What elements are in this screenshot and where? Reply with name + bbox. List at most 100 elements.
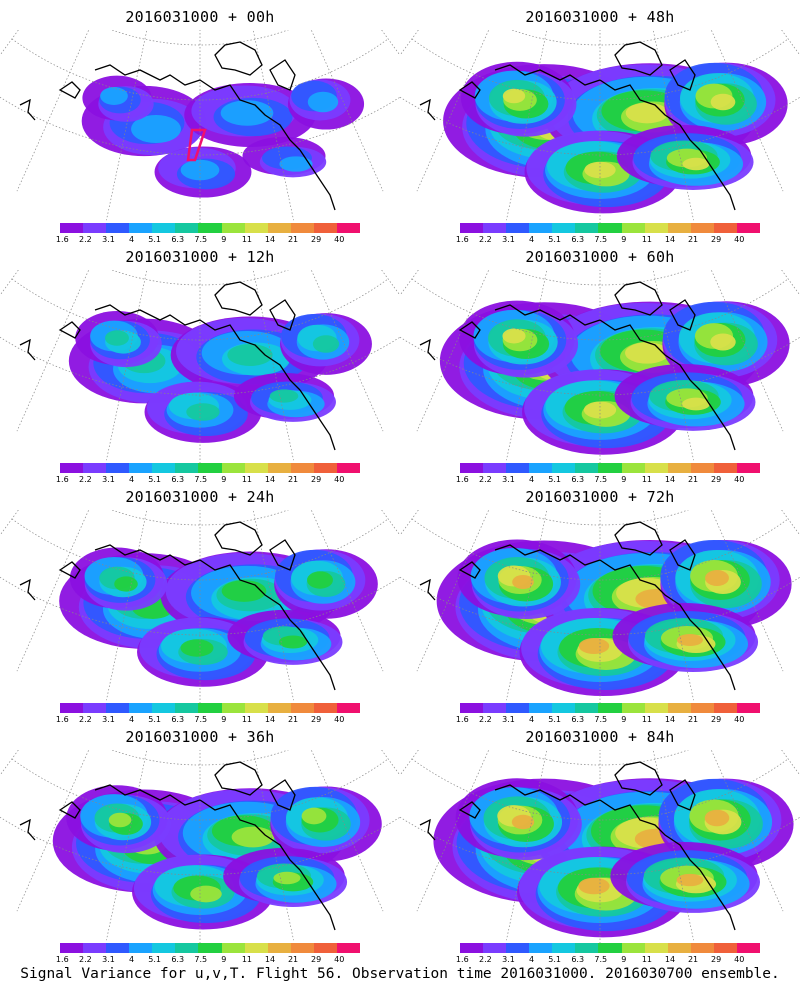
colorbar-tick-label: 7.5 <box>594 715 608 724</box>
colorbar-tick-label: 40 <box>734 955 745 964</box>
colorbar-swatch <box>152 703 176 713</box>
colorbar-swatch <box>552 223 576 233</box>
variance-contour <box>273 871 301 885</box>
colorbar-swatch <box>713 943 737 953</box>
variance-map <box>400 750 800 945</box>
colorbar-tick-label: 4 <box>128 955 135 964</box>
colorbar-tick-label: 40 <box>734 235 745 244</box>
colorbar-swatch <box>290 703 314 713</box>
meridian-line <box>252 270 294 461</box>
colorbar-swatch <box>290 463 314 473</box>
colorbar-tick-label: 29 <box>311 715 322 724</box>
colorbar-tick-label: 1.6 <box>455 235 469 244</box>
colorbar-swatch <box>690 943 714 953</box>
colorbar-swatch <box>644 223 668 233</box>
colorbar-swatch <box>60 943 84 953</box>
colorbar-tick-label: 40 <box>734 715 745 724</box>
meridian-line <box>252 30 294 221</box>
colorbar <box>460 703 761 713</box>
variance-contour <box>186 403 220 421</box>
variance-contour <box>578 637 610 655</box>
colorbar-tick-label: 3.1 <box>102 715 115 724</box>
colorbar-swatch <box>621 703 645 713</box>
figure-caption: Signal Variance for u,v,T. Flight 56. Ob… <box>20 966 780 982</box>
colorbar-swatch <box>244 943 268 953</box>
colorbar-tick-label: 29 <box>711 235 722 244</box>
variance-contour <box>221 580 267 602</box>
meridian-line <box>652 510 694 701</box>
colorbar <box>460 943 761 953</box>
variance-contour <box>105 330 129 346</box>
colorbar-tick-label: 40 <box>734 475 745 484</box>
colorbar-swatch <box>129 223 153 233</box>
colorbar-tick-label: 1.6 <box>55 955 69 964</box>
meridian-line <box>310 270 384 432</box>
colorbar-labels: 1.6 2.2 3.1 4 5.1 6.3 7.5 9 11 14 21 29 40 <box>56 235 360 247</box>
meridian-line <box>781 510 800 536</box>
colorbar-swatch <box>621 943 645 953</box>
panel-title: 2016031000 + 72h <box>525 488 675 506</box>
colorbar-swatch <box>644 703 668 713</box>
panel-title: 2016031000 + 84h <box>525 728 675 746</box>
colorbar-tick-label: 2.2 <box>479 955 492 964</box>
colorbar-tick-label: 4 <box>528 235 535 244</box>
colorbar-tick-label: 4 <box>128 715 135 724</box>
map-panel: 2016031000 + 48h 1.6 2.2 3.1 4 5.1 6.3 7.5 9 11 14… <box>400 0 800 245</box>
coastline <box>419 98 436 121</box>
meridian-line <box>310 30 384 192</box>
colorbar-swatch <box>460 463 484 473</box>
meridian-line <box>400 750 419 776</box>
colorbar-tick-label: 1.6 <box>455 475 469 484</box>
colorbar-tick-label: 9 <box>621 235 627 244</box>
colorbar-labels: 1.6 2.2 3.1 4 5.1 6.3 7.5 9 11 14 21 29 40 <box>456 475 760 487</box>
colorbar-tick-label: 2.2 <box>479 715 492 724</box>
colorbar-tick-label: 5.1 <box>148 475 161 484</box>
variance-contour <box>578 877 610 895</box>
colorbar-swatch <box>690 703 714 713</box>
colorbar-swatch <box>460 223 484 233</box>
colorbar-swatch <box>267 463 291 473</box>
colorbar-swatch <box>175 703 199 713</box>
colorbar-labels: 1.6 2.2 3.1 4 5.1 6.3 7.5 9 11 14 21 29 40 <box>456 955 760 967</box>
colorbar <box>460 223 761 233</box>
colorbar <box>60 223 361 233</box>
colorbar-swatch <box>506 223 530 233</box>
colorbar-swatch <box>175 223 199 233</box>
variance-map <box>0 510 400 705</box>
map-panel: 2016031000 + 36h 1.6 2.2 3.1 4 5.1 6.3 7.5 9 11 14… <box>0 720 400 965</box>
variance-contour <box>108 812 132 828</box>
variance-contour <box>100 87 128 105</box>
parallel-line <box>411 278 789 341</box>
colorbar-tick-label: 14 <box>264 715 276 724</box>
parallel-line <box>11 38 389 101</box>
colorbar-tick-label: 1.6 <box>55 235 69 244</box>
coastline <box>214 521 263 556</box>
colorbar-swatch <box>267 223 291 233</box>
colorbar-tick-label: 9 <box>621 475 627 484</box>
meridian-line <box>381 30 400 56</box>
variance-contour <box>710 93 736 111</box>
colorbar-swatch <box>106 943 130 953</box>
colorbar-tick-label: 1.6 <box>55 475 69 484</box>
colorbar-swatch <box>460 703 484 713</box>
colorbar-swatch <box>313 463 337 473</box>
colorbar-tick-label: 21 <box>687 715 699 724</box>
colorbar-tick-label: 5.1 <box>548 955 561 964</box>
colorbar-tick-label: 4 <box>128 235 135 244</box>
map-panel: 2016031000 + 00h 1.6 2.2 3.1 4 5.1 6.3 7.5 9 11 14… <box>0 0 400 245</box>
colorbar-tick-label: 7.5 <box>194 715 208 724</box>
colorbar-swatch <box>667 223 691 233</box>
colorbar-tick-label: 9 <box>621 715 627 724</box>
coastline <box>669 299 696 331</box>
colorbar-tick-label: 11 <box>241 715 253 724</box>
colorbar-tick-label: 14 <box>664 955 676 964</box>
colorbar-tick-label: 14 <box>664 475 676 484</box>
colorbar-tick-label: 7.5 <box>594 235 608 244</box>
variance-contour <box>710 333 736 351</box>
coastline <box>458 561 481 579</box>
colorbar-swatch <box>506 463 530 473</box>
colorbar-swatch <box>129 703 153 713</box>
coastline <box>669 779 696 811</box>
variance-contour <box>190 885 222 903</box>
meridian-line <box>400 30 419 56</box>
